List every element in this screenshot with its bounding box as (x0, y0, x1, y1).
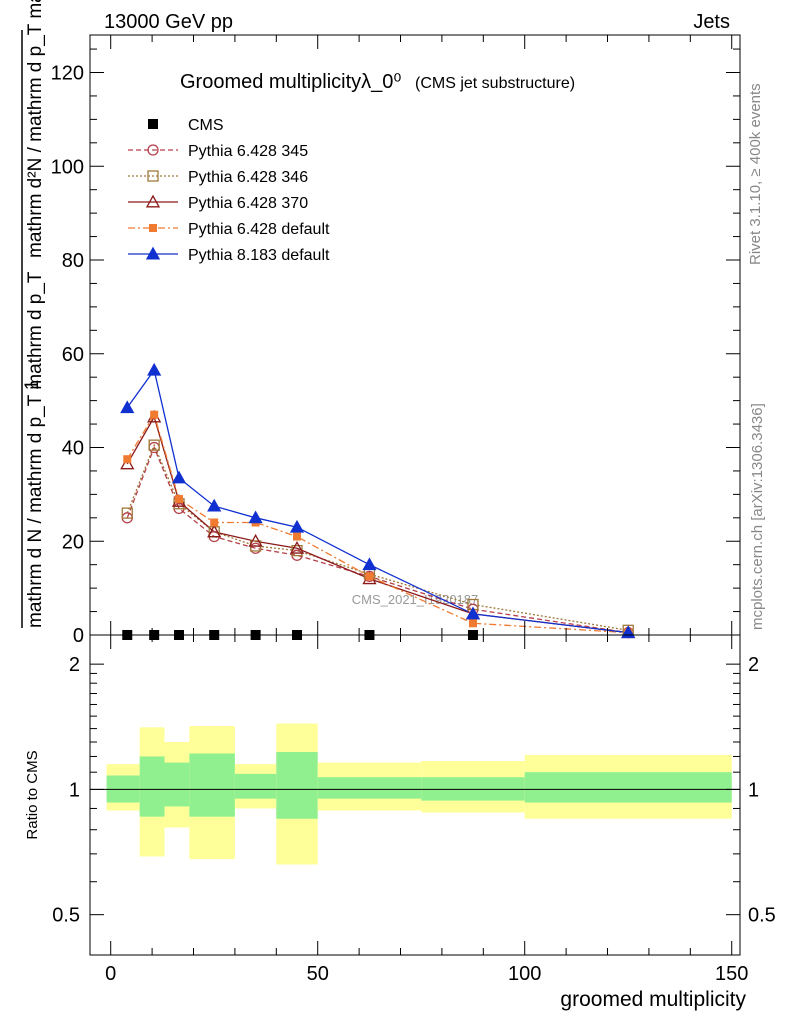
data-point-p346 (121, 507, 133, 519)
data-point-p8def (171, 470, 187, 484)
legend-marker-p8def (145, 246, 161, 260)
x-tick-label: 0 (105, 963, 116, 985)
legend-entry-cms: CMS (148, 117, 224, 134)
main-ylabel: 1 mathrm d N / mathrm d p_T mathrm d p_T… (21, 0, 46, 628)
data-point-p6def (468, 619, 477, 628)
ratio-band-inner (524, 772, 732, 803)
y-tick-label: 40 (62, 438, 84, 460)
site-label: mcplots.cern.ch [arXiv:1306.3436] (749, 403, 766, 630)
data-point-p8def (362, 557, 377, 571)
rivet-label: Rivet 3.1.10, ≥ 400k events (747, 83, 764, 265)
data-point-p6def (293, 532, 302, 541)
legend-entry-p345: Pythia 6.428 345 (128, 143, 308, 160)
data-point-p8def (147, 362, 162, 376)
ratio-frame (89, 634, 741, 956)
ratio-y-tick-label-right: 2 (748, 654, 759, 676)
legend-label: Pythia 6.428 345 (188, 143, 308, 160)
ratio-band-inner (421, 777, 525, 801)
chart-title-main: Groomed multiplicityλ_0⁰ (180, 71, 401, 93)
main-panel: CMS_2021_I1920187 0 20 40 60 80 100 120 Groome… (51, 34, 741, 647)
legend-label: Pythia 6.428 370 (188, 195, 308, 212)
series-line-p345 (126, 445, 629, 634)
data-point-p8def (120, 400, 135, 414)
ylabel-left: mathrm d N / mathrm d p_T mathrm d p_T (25, 271, 46, 628)
data-point-p8def (465, 606, 481, 620)
legend-marker-p345 (147, 144, 159, 156)
chart-subtitle: (CMS jet substructure) (415, 75, 575, 92)
legend-marker-p370 (145, 194, 161, 208)
data-point-p346 (148, 439, 160, 451)
x-tick-label: 150 (715, 963, 748, 985)
y-tick-label: 0 (73, 625, 84, 647)
legend-marker-cms (148, 119, 158, 129)
ylabel-right: mathrm d²N / mathrm d p_T mathrm d lambd… (25, 0, 46, 258)
ratio-band-inner (276, 751, 318, 819)
ratio-band-inner (139, 756, 165, 817)
x-tick-label: 50 (307, 963, 329, 985)
legend-label: Pythia 8.183 default (188, 247, 330, 264)
legend: CMS Pythia 6.428 345 Pythia 6.428 346 Pythi… (128, 117, 330, 264)
data-point-p8def (248, 510, 263, 524)
ratio-band-inner (317, 777, 422, 799)
y-tick-label: 60 (62, 344, 84, 366)
ratio-y-tick-label: 1 (69, 779, 80, 801)
y-tick-label: 20 (62, 531, 84, 553)
legend-label: Pythia 6.428 346 (188, 169, 308, 186)
ratio-y-tick-label-right: 0.5 (748, 905, 776, 927)
y-tick-label: 100 (51, 156, 84, 178)
data-point-p370 (248, 533, 263, 547)
legend-entry-p8def: Pythia 8.183 default (128, 246, 330, 264)
x-axis-label: groomed multiplicity (560, 988, 746, 1011)
data-point-p6def (210, 518, 219, 527)
ratio-panel: 0.5 0.5 1 1 2 2 0 50 100 150 (52, 634, 776, 985)
ratio-band-inner (234, 773, 277, 799)
legend-label: CMS (188, 117, 224, 134)
data-point-p8def (289, 519, 305, 533)
energy-label: 13000 GeV pp (104, 11, 233, 33)
chart-title: Groomed multiplicityλ_0⁰ (CMS jet substr… (180, 71, 575, 93)
legend-marker-p346 (147, 170, 159, 182)
legend-entry-p6def: Pythia 6.428 default (128, 221, 330, 238)
data-point-p6def (365, 572, 374, 581)
data-point-p6def (123, 455, 132, 464)
data-point-p6def (175, 495, 184, 504)
legend-entry-p370: Pythia 6.428 370 (128, 194, 308, 212)
ratio-band-inner (164, 762, 190, 807)
ylabel-numerator: 1 (22, 380, 43, 391)
watermark: CMS_2021_I1920187 (352, 592, 479, 607)
data-point-p8def (207, 498, 222, 512)
data-point-p6def (150, 410, 159, 419)
legend-entry-p346: Pythia 6.428 346 (128, 169, 308, 186)
ratio-ylabel: Ratio to CMS (24, 750, 41, 839)
category-label: Jets (693, 11, 730, 33)
y-tick-label: 120 (51, 63, 84, 85)
ratio-y-tick-label: 0.5 (52, 905, 80, 927)
legend-marker-p6def (149, 224, 157, 232)
y-tick-label: 80 (62, 250, 84, 272)
legend-label: Pythia 6.428 default (188, 221, 330, 238)
x-tick-label: 100 (508, 963, 541, 985)
ratio-y-tick-label-right: 1 (748, 779, 759, 801)
data-point-p370 (207, 524, 222, 538)
data-point-p370 (289, 540, 305, 554)
data-point-p370 (120, 456, 135, 470)
ratio-band-inner (189, 753, 235, 817)
ratio-y-tick-label: 2 (69, 654, 80, 676)
series-line-p6def (126, 413, 629, 634)
